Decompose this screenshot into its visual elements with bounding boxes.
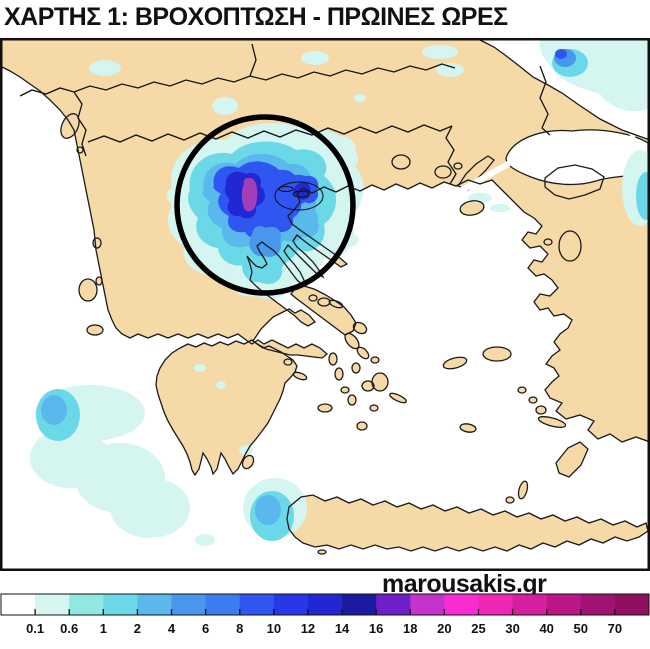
colorbar-segment [512, 594, 548, 615]
colorbar-label: 18 [403, 621, 417, 636]
colorbar-label: 12 [301, 621, 315, 636]
colorbar-outline [0, 593, 650, 616]
rain-contour-line [274, 181, 324, 211]
colorbar-label: 4 [168, 621, 176, 636]
colorbar-label: 40 [539, 621, 553, 636]
colorbar-segment [444, 594, 479, 615]
colorbar-segment [307, 594, 343, 615]
colorbar-label: 50 [574, 621, 588, 636]
colorbar-label: 6 [202, 621, 209, 636]
lakes-and-contours [274, 181, 324, 211]
colorbar-segment [69, 594, 104, 615]
border-bulgaria-turkey [539, 65, 551, 136]
rain-northern-system [166, 122, 364, 300]
colorbar-label: 1 [100, 621, 107, 636]
watermark: marousakis.gr [382, 570, 547, 598]
colorbar-segment [580, 594, 616, 615]
colorbar-segment [239, 594, 275, 615]
border-vertical-north [249, 43, 257, 77]
rain-black-sea [539, 38, 650, 226]
colorbar-label: 16 [369, 621, 383, 636]
map-area [0, 38, 650, 571]
colorbar-segment [103, 594, 138, 615]
greece-weather-map [0, 38, 650, 571]
border-greece-turkey [445, 125, 457, 185]
bosphorus-strait [626, 127, 640, 147]
rain-heavy-core [241, 177, 258, 212]
lake-koronia [278, 186, 294, 192]
colorbar-label: 25 [471, 621, 485, 636]
colorbar-label: 2 [134, 621, 141, 636]
colorbar-segment [35, 594, 70, 615]
colorbar-segment [410, 594, 445, 615]
colorbar-segment [273, 594, 309, 615]
colorbar-label: 8 [236, 621, 243, 636]
colorbar-label: 70 [608, 621, 622, 636]
colorbar-label: 30 [505, 621, 519, 636]
colorbar-segment [1, 594, 36, 615]
colorbar-segment [614, 594, 650, 615]
colorbar-label: 14 [335, 621, 350, 636]
colorbar-segment [205, 594, 241, 615]
colorbar-label: 10 [267, 621, 281, 636]
rain-ionian-southwest [30, 385, 215, 546]
colorbar-segment [171, 594, 207, 615]
border-albania-greece [73, 91, 87, 157]
colorbar-segment [546, 594, 582, 615]
rain-west-of-crete [243, 478, 307, 541]
colorbar: 0.1 0.6 1 2 4 6 8 10 12 14 16 18 20 25 30 40 50 70 [0, 593, 650, 649]
map-title: ΧΑΡΤΗΣ 1: ΒΡΟΧΟΠΤΩΣΗ - ΠΡΩΙΝΕΣ ΩΡΕΣ [4, 3, 508, 31]
border-greece-north [87, 124, 453, 143]
country-borders [19, 43, 551, 185]
colorbar-segment [137, 594, 173, 615]
colorbar-label: 0.6 [60, 621, 78, 636]
lake-volvi [292, 190, 310, 198]
colorbar-label: 0.1 [26, 621, 44, 636]
colorbar-segment [342, 594, 377, 615]
colorbar-label: 20 [437, 621, 451, 636]
colorbar-segment [376, 594, 411, 615]
colorbar-segment [478, 594, 514, 615]
highlight-circle [174, 114, 356, 296]
border-north-chain [19, 63, 456, 97]
colorbar-scale: 0.1 0.6 1 2 4 6 8 10 12 14 16 18 20 25 30 40 50 70 [0, 593, 650, 636]
map-frame [0, 38, 650, 571]
dardanelles-strait [459, 161, 511, 193]
